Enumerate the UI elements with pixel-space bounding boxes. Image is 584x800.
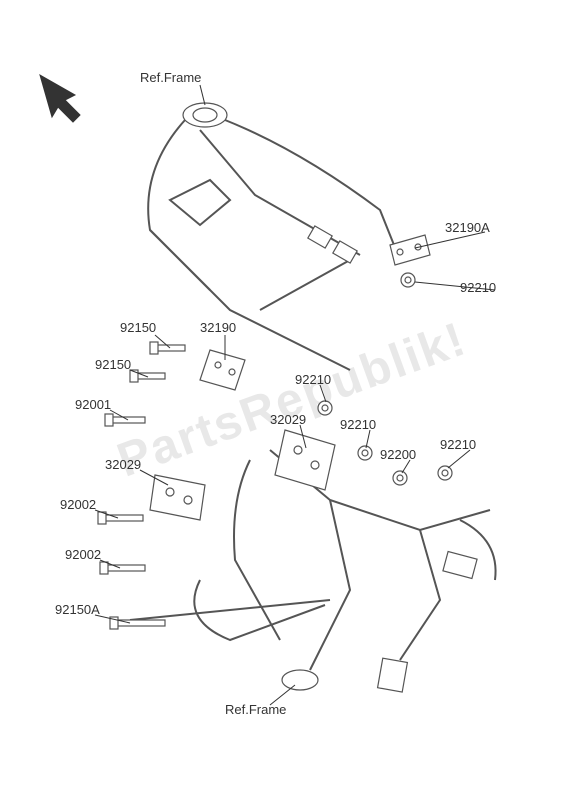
ref-frame-label-top: Ref.Frame: [140, 70, 201, 85]
bracket-32190A: [390, 235, 430, 265]
label-32190A: 32190A: [445, 220, 490, 235]
label-92200: 92200: [380, 447, 416, 462]
diagram-container: PartsRepublik!: [0, 0, 584, 800]
label-32190: 32190: [200, 320, 236, 335]
ref-frame-label-bottom: Ref.Frame: [225, 702, 286, 717]
label-32029-a: 32029: [270, 412, 306, 427]
label-92210-a: 92210: [460, 280, 496, 295]
nav-arrow-icon: [40, 75, 80, 122]
label-92150-a: 92150: [120, 320, 156, 335]
label-92002-a: 92002: [60, 497, 96, 512]
label-92210-b: 92210: [295, 372, 331, 387]
label-92210-d: 92210: [440, 437, 476, 452]
label-92001: 92001: [75, 397, 111, 412]
bracket-32190: [200, 350, 245, 390]
label-32029-b: 32029: [105, 457, 141, 472]
label-92150-b: 92150: [95, 357, 131, 372]
label-92002-b: 92002: [65, 547, 101, 562]
leader-lines: [95, 85, 495, 705]
label-92150A: 92150A: [55, 602, 100, 617]
upper-frame: [148, 103, 400, 370]
bracket-32029-lower: [150, 475, 205, 520]
bracket-32029-upper: [275, 430, 335, 490]
label-92210-c: 92210: [340, 417, 376, 432]
